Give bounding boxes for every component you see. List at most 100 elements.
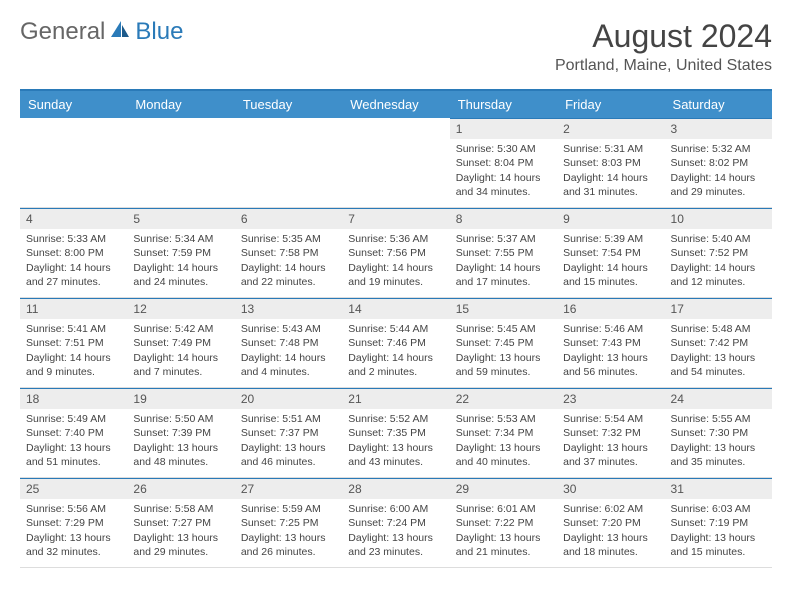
logo-text-part1: General xyxy=(20,18,105,46)
sunrise-label: Sunrise: 5:37 AM xyxy=(456,232,551,246)
day-number xyxy=(235,118,342,123)
daylight-label: Daylight: 13 hours and 37 minutes. xyxy=(563,441,658,469)
calendar-cell: 2 Sunrise: 5:31 AMSunset: 8:03 PMDaylight… xyxy=(557,118,664,207)
day-number: 25 xyxy=(20,478,127,499)
logo: General Blue xyxy=(20,18,183,46)
day-number: 13 xyxy=(235,298,342,319)
calendar-cell: 1Sunrise: 5:30 AMSunset: 8:04 PMDaylight… xyxy=(450,118,557,207)
cell-body: Sunrise: 5:52 AMSunset: 7:35 PMDaylight:… xyxy=(342,412,449,473)
calendar-cell: 28Sunrise: 6:00 AMSunset: 7:24 PMDayligh… xyxy=(342,478,449,567)
cell-body: Sunrise: 5:46 AMSunset: 7:43 PMDaylight:… xyxy=(557,322,664,383)
sunset-label: Sunset: 7:49 PM xyxy=(133,336,228,350)
cell-body: Sunrise: 5:31 AMSunset: 8:03 PMDaylight:… xyxy=(557,142,664,203)
daylight-label: Daylight: 13 hours and 23 minutes. xyxy=(348,531,443,559)
sunrise-label: Sunrise: 5:59 AM xyxy=(241,502,336,516)
sunset-label: Sunset: 7:52 PM xyxy=(671,246,766,260)
calendar-cell: 15Sunrise: 5:45 AMSunset: 7:45 PMDayligh… xyxy=(450,298,557,387)
cell-body: Sunrise: 5:58 AMSunset: 7:27 PMDaylight:… xyxy=(127,502,234,563)
daylight-label: Daylight: 13 hours and 35 minutes. xyxy=(671,441,766,469)
sunrise-label: Sunrise: 6:01 AM xyxy=(456,502,551,516)
sunrise-label: Sunrise: 5:43 AM xyxy=(241,322,336,336)
location-label: Portland, Maine, United States xyxy=(555,57,772,75)
day-number: 20 xyxy=(235,388,342,409)
day-number: 10 xyxy=(665,208,772,229)
daylight-label: Daylight: 14 hours and 22 minutes. xyxy=(241,261,336,289)
calendar-row: 18 Sunrise: 5:49 AMSunset: 7:40 PMDayligh… xyxy=(20,388,772,478)
day-header-wednesday: Wednesday xyxy=(342,91,449,118)
day-number: 17 xyxy=(665,298,772,319)
calendar-cell: 8Sunrise: 5:37 AMSunset: 7:55 PMDaylight… xyxy=(450,208,557,297)
daylight-label: Daylight: 13 hours and 21 minutes. xyxy=(456,531,551,559)
day-number: 1 xyxy=(450,118,557,139)
sunset-label: Sunset: 7:37 PM xyxy=(241,426,336,440)
calendar-cell: 12 Sunrise: 5:42 AMSunset: 7:49 PMDayligh… xyxy=(127,298,234,387)
day-number xyxy=(342,118,449,123)
calendar-cell: 3Sunrise: 5:32 AMSunset: 8:02 PMDaylight… xyxy=(665,118,772,207)
day-header-friday: Friday xyxy=(557,91,664,118)
day-number: 29 xyxy=(450,478,557,499)
sunset-label: Sunset: 7:29 PM xyxy=(26,516,121,530)
day-number: 14 xyxy=(342,298,449,319)
sunrise-label: Sunrise: 6:00 AM xyxy=(348,502,443,516)
day-header-sunday: Sunday xyxy=(20,91,127,118)
calendar-cell: 25Sunrise: 5:56 AMSunset: 7:29 PMDayligh… xyxy=(20,478,127,567)
daylight-label: Daylight: 13 hours and 59 minutes. xyxy=(456,351,551,379)
day-number: 2 xyxy=(557,118,664,139)
daylight-label: Daylight: 13 hours and 54 minutes. xyxy=(671,351,766,379)
cell-body: Sunrise: 5:32 AMSunset: 8:02 PMDaylight:… xyxy=(665,142,772,203)
daylight-label: Daylight: 14 hours and 19 minutes. xyxy=(348,261,443,289)
cell-body: Sunrise: 5:55 AMSunset: 7:30 PMDaylight:… xyxy=(665,412,772,473)
title-block: August 2024 Portland, Maine, United Stat… xyxy=(555,18,772,75)
sunrise-label: Sunrise: 5:50 AM xyxy=(133,412,228,426)
sunrise-label: Sunrise: 5:42 AM xyxy=(133,322,228,336)
day-number: 12 xyxy=(127,298,234,319)
day-number: 4 xyxy=(20,208,127,229)
sunset-label: Sunset: 8:02 PM xyxy=(671,156,766,170)
calendar-cell xyxy=(20,118,127,207)
day-header-monday: Monday xyxy=(127,91,234,118)
cell-body: Sunrise: 6:01 AMSunset: 7:22 PMDaylight:… xyxy=(450,502,557,563)
cell-body: Sunrise: 5:54 AMSunset: 7:32 PMDaylight:… xyxy=(557,412,664,473)
sunset-label: Sunset: 7:51 PM xyxy=(26,336,121,350)
sunset-label: Sunset: 7:35 PM xyxy=(348,426,443,440)
sunset-label: Sunset: 7:45 PM xyxy=(456,336,551,350)
sunset-label: Sunset: 7:42 PM xyxy=(671,336,766,350)
daylight-label: Daylight: 14 hours and 29 minutes. xyxy=(671,171,766,199)
day-number: 5 xyxy=(127,208,234,229)
sunrise-label: Sunrise: 5:56 AM xyxy=(26,502,121,516)
day-number: 18 xyxy=(20,388,127,409)
calendar-cell: 20 Sunrise: 5:51 AMSunset: 7:37 PMDayligh… xyxy=(235,388,342,477)
daylight-label: Daylight: 14 hours and 24 minutes. xyxy=(133,261,228,289)
calendar-body: 1Sunrise: 5:30 AMSunset: 8:04 PMDaylight… xyxy=(20,118,772,568)
cell-body: Sunrise: 5:40 AMSunset: 7:52 PMDaylight:… xyxy=(665,232,772,293)
daylight-label: Daylight: 13 hours and 56 minutes. xyxy=(563,351,658,379)
sunset-label: Sunset: 7:24 PM xyxy=(348,516,443,530)
cell-body: Sunrise: 5:49 AMSunset: 7:40 PMDaylight:… xyxy=(20,412,127,473)
calendar-cell: 10 Sunrise: 5:40 AMSunset: 7:52 PMDayligh… xyxy=(665,208,772,297)
sunrise-label: Sunrise: 5:49 AM xyxy=(26,412,121,426)
calendar-cell: 13Sunrise: 5:43 AMSunset: 7:48 PMDayligh… xyxy=(235,298,342,387)
cell-body: Sunrise: 5:51 AMSunset: 7:37 PMDaylight:… xyxy=(235,412,342,473)
calendar-header-row: Sunday Monday Tuesday Wednesday Thursday… xyxy=(20,91,772,118)
calendar-cell: 26Sunrise: 5:58 AMSunset: 7:27 PMDayligh… xyxy=(127,478,234,567)
calendar-cell: 7Sunrise: 5:36 AMSunset: 7:56 PMDaylight… xyxy=(342,208,449,297)
logo-sail-icon xyxy=(109,18,131,46)
sunrise-label: Sunrise: 5:51 AM xyxy=(241,412,336,426)
cell-body: Sunrise: 5:39 AMSunset: 7:54 PMDaylight:… xyxy=(557,232,664,293)
day-header-tuesday: Tuesday xyxy=(235,91,342,118)
daylight-label: Daylight: 14 hours and 7 minutes. xyxy=(133,351,228,379)
cell-body: Sunrise: 5:34 AMSunset: 7:59 PMDaylight:… xyxy=(127,232,234,293)
sunrise-label: Sunrise: 5:34 AM xyxy=(133,232,228,246)
cell-body: Sunrise: 5:41 AMSunset: 7:51 PMDaylight:… xyxy=(20,322,127,383)
daylight-label: Daylight: 13 hours and 40 minutes. xyxy=(456,441,551,469)
daylight-label: Daylight: 13 hours and 29 minutes. xyxy=(133,531,228,559)
daylight-label: Daylight: 13 hours and 46 minutes. xyxy=(241,441,336,469)
day-number: 11 xyxy=(20,298,127,319)
sunset-label: Sunset: 7:34 PM xyxy=(456,426,551,440)
sunrise-label: Sunrise: 5:39 AM xyxy=(563,232,658,246)
day-number: 8 xyxy=(450,208,557,229)
daylight-label: Daylight: 13 hours and 48 minutes. xyxy=(133,441,228,469)
daylight-label: Daylight: 14 hours and 31 minutes. xyxy=(563,171,658,199)
sunset-label: Sunset: 7:25 PM xyxy=(241,516,336,530)
sunrise-label: Sunrise: 5:44 AM xyxy=(348,322,443,336)
